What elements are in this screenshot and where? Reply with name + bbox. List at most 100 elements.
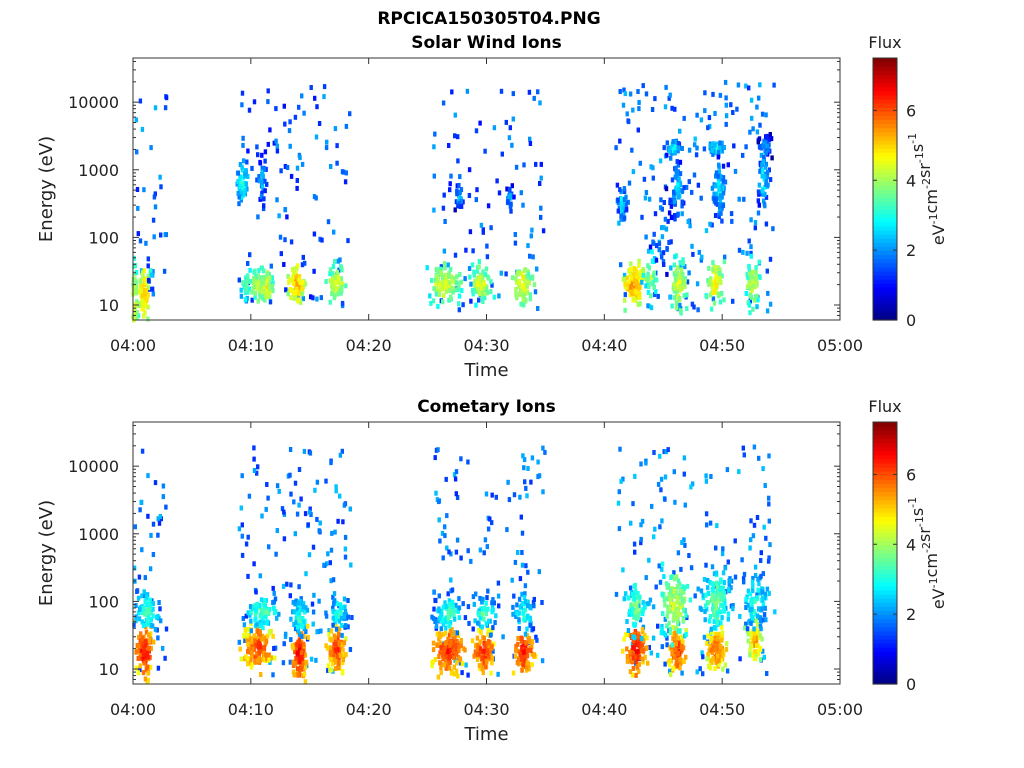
flux-cell — [521, 274, 525, 280]
flux-cell — [676, 578, 681, 584]
flux-cell — [297, 631, 302, 637]
flux-cell — [678, 274, 682, 280]
flux-cell — [456, 134, 460, 140]
flux-cell — [266, 88, 270, 94]
flux-cell — [762, 192, 766, 198]
flux-cell — [758, 122, 762, 128]
flux-cell — [758, 618, 763, 623]
flux-cell — [524, 659, 528, 665]
flux-cell — [769, 136, 774, 142]
flux-cell — [314, 657, 318, 663]
flux-cell — [274, 551, 278, 557]
flux-cell — [238, 162, 243, 167]
flux-cell — [765, 268, 769, 274]
flux-cell — [483, 643, 487, 649]
flux-cell — [632, 541, 637, 547]
flux-cell — [511, 611, 515, 617]
flux-cell — [294, 646, 299, 652]
flux-cell — [447, 598, 452, 604]
flux-cell — [725, 467, 730, 473]
flux-cell — [343, 604, 347, 610]
flux-cell — [726, 559, 730, 565]
flux-cell — [657, 563, 661, 569]
flux-cell — [747, 268, 752, 274]
flux-cell — [514, 647, 518, 653]
flux-cell — [337, 640, 341, 646]
flux-cell — [768, 256, 773, 262]
colorbar-step — [873, 168, 897, 174]
flux-cell — [528, 292, 532, 298]
flux-cell — [631, 605, 635, 611]
flux-cell — [246, 661, 250, 667]
flux-cell — [663, 474, 668, 480]
colorbar-step — [873, 446, 897, 452]
flux-cell — [335, 614, 339, 619]
flux-cell — [297, 467, 302, 472]
flux-cell — [431, 640, 436, 646]
colorbar-step — [873, 667, 897, 673]
flux-cell — [459, 643, 463, 649]
flux-cell — [644, 460, 648, 466]
flux-cell — [713, 142, 717, 148]
flux-cell — [768, 177, 773, 183]
flux-cell — [331, 288, 336, 293]
flux-cell — [326, 667, 330, 673]
flux-cell — [671, 616, 676, 622]
flux-cell — [145, 650, 149, 656]
flux-cell — [759, 626, 763, 632]
flux-cell — [246, 649, 250, 654]
flux-cell — [292, 281, 296, 287]
flux-cell — [255, 621, 259, 627]
flux-cell — [265, 633, 270, 639]
flux-cell — [749, 611, 753, 617]
flux-cell — [634, 616, 639, 622]
flux-cell — [477, 264, 481, 270]
colorbar-step — [873, 671, 897, 677]
flux-cell — [324, 145, 329, 151]
flux-cell — [719, 643, 723, 649]
flux-cell — [619, 262, 623, 268]
flux-cell — [265, 181, 269, 187]
flux-cell — [693, 136, 697, 142]
flux-cell — [436, 278, 440, 283]
flux-cell — [715, 616, 719, 622]
flux-cell — [647, 557, 651, 563]
flux-cell — [660, 254, 664, 260]
flux-cell — [292, 270, 296, 275]
flux-cell — [278, 234, 283, 240]
flux-cell — [289, 616, 293, 622]
flux-cell — [237, 277, 241, 283]
flux-cell — [682, 115, 686, 121]
flux-cell — [437, 292, 442, 297]
flux-cell — [625, 632, 630, 637]
flux-cell — [669, 265, 673, 271]
flux-cell — [698, 666, 702, 672]
flux-cell — [342, 502, 347, 508]
flux-cell — [708, 221, 712, 227]
flux-cell — [719, 602, 723, 608]
flux-cell — [482, 281, 486, 287]
flux-cell — [482, 605, 486, 611]
flux-cell — [272, 599, 276, 605]
flux-cell — [718, 299, 723, 305]
flux-cell — [522, 162, 526, 168]
flux-cell — [750, 274, 754, 280]
flux-cell — [754, 639, 758, 645]
flux-cell — [747, 285, 752, 291]
flux-cell — [718, 140, 722, 146]
flux-cell — [293, 626, 298, 632]
flux-cell — [749, 253, 753, 259]
flux-cell — [143, 310, 147, 316]
flux-cell — [299, 496, 303, 502]
flux-cell — [704, 562, 708, 568]
y-tick-label: 1000 — [78, 161, 119, 180]
flux-cell — [291, 274, 295, 280]
colorbar-step — [873, 123, 897, 129]
colorbar-step — [873, 152, 897, 157]
flux-cell — [668, 605, 672, 611]
flux-cell — [454, 491, 458, 497]
flux-cell — [760, 173, 764, 179]
flux-cell — [755, 643, 759, 648]
flux-cell — [695, 669, 699, 675]
flux-cell — [507, 135, 512, 141]
